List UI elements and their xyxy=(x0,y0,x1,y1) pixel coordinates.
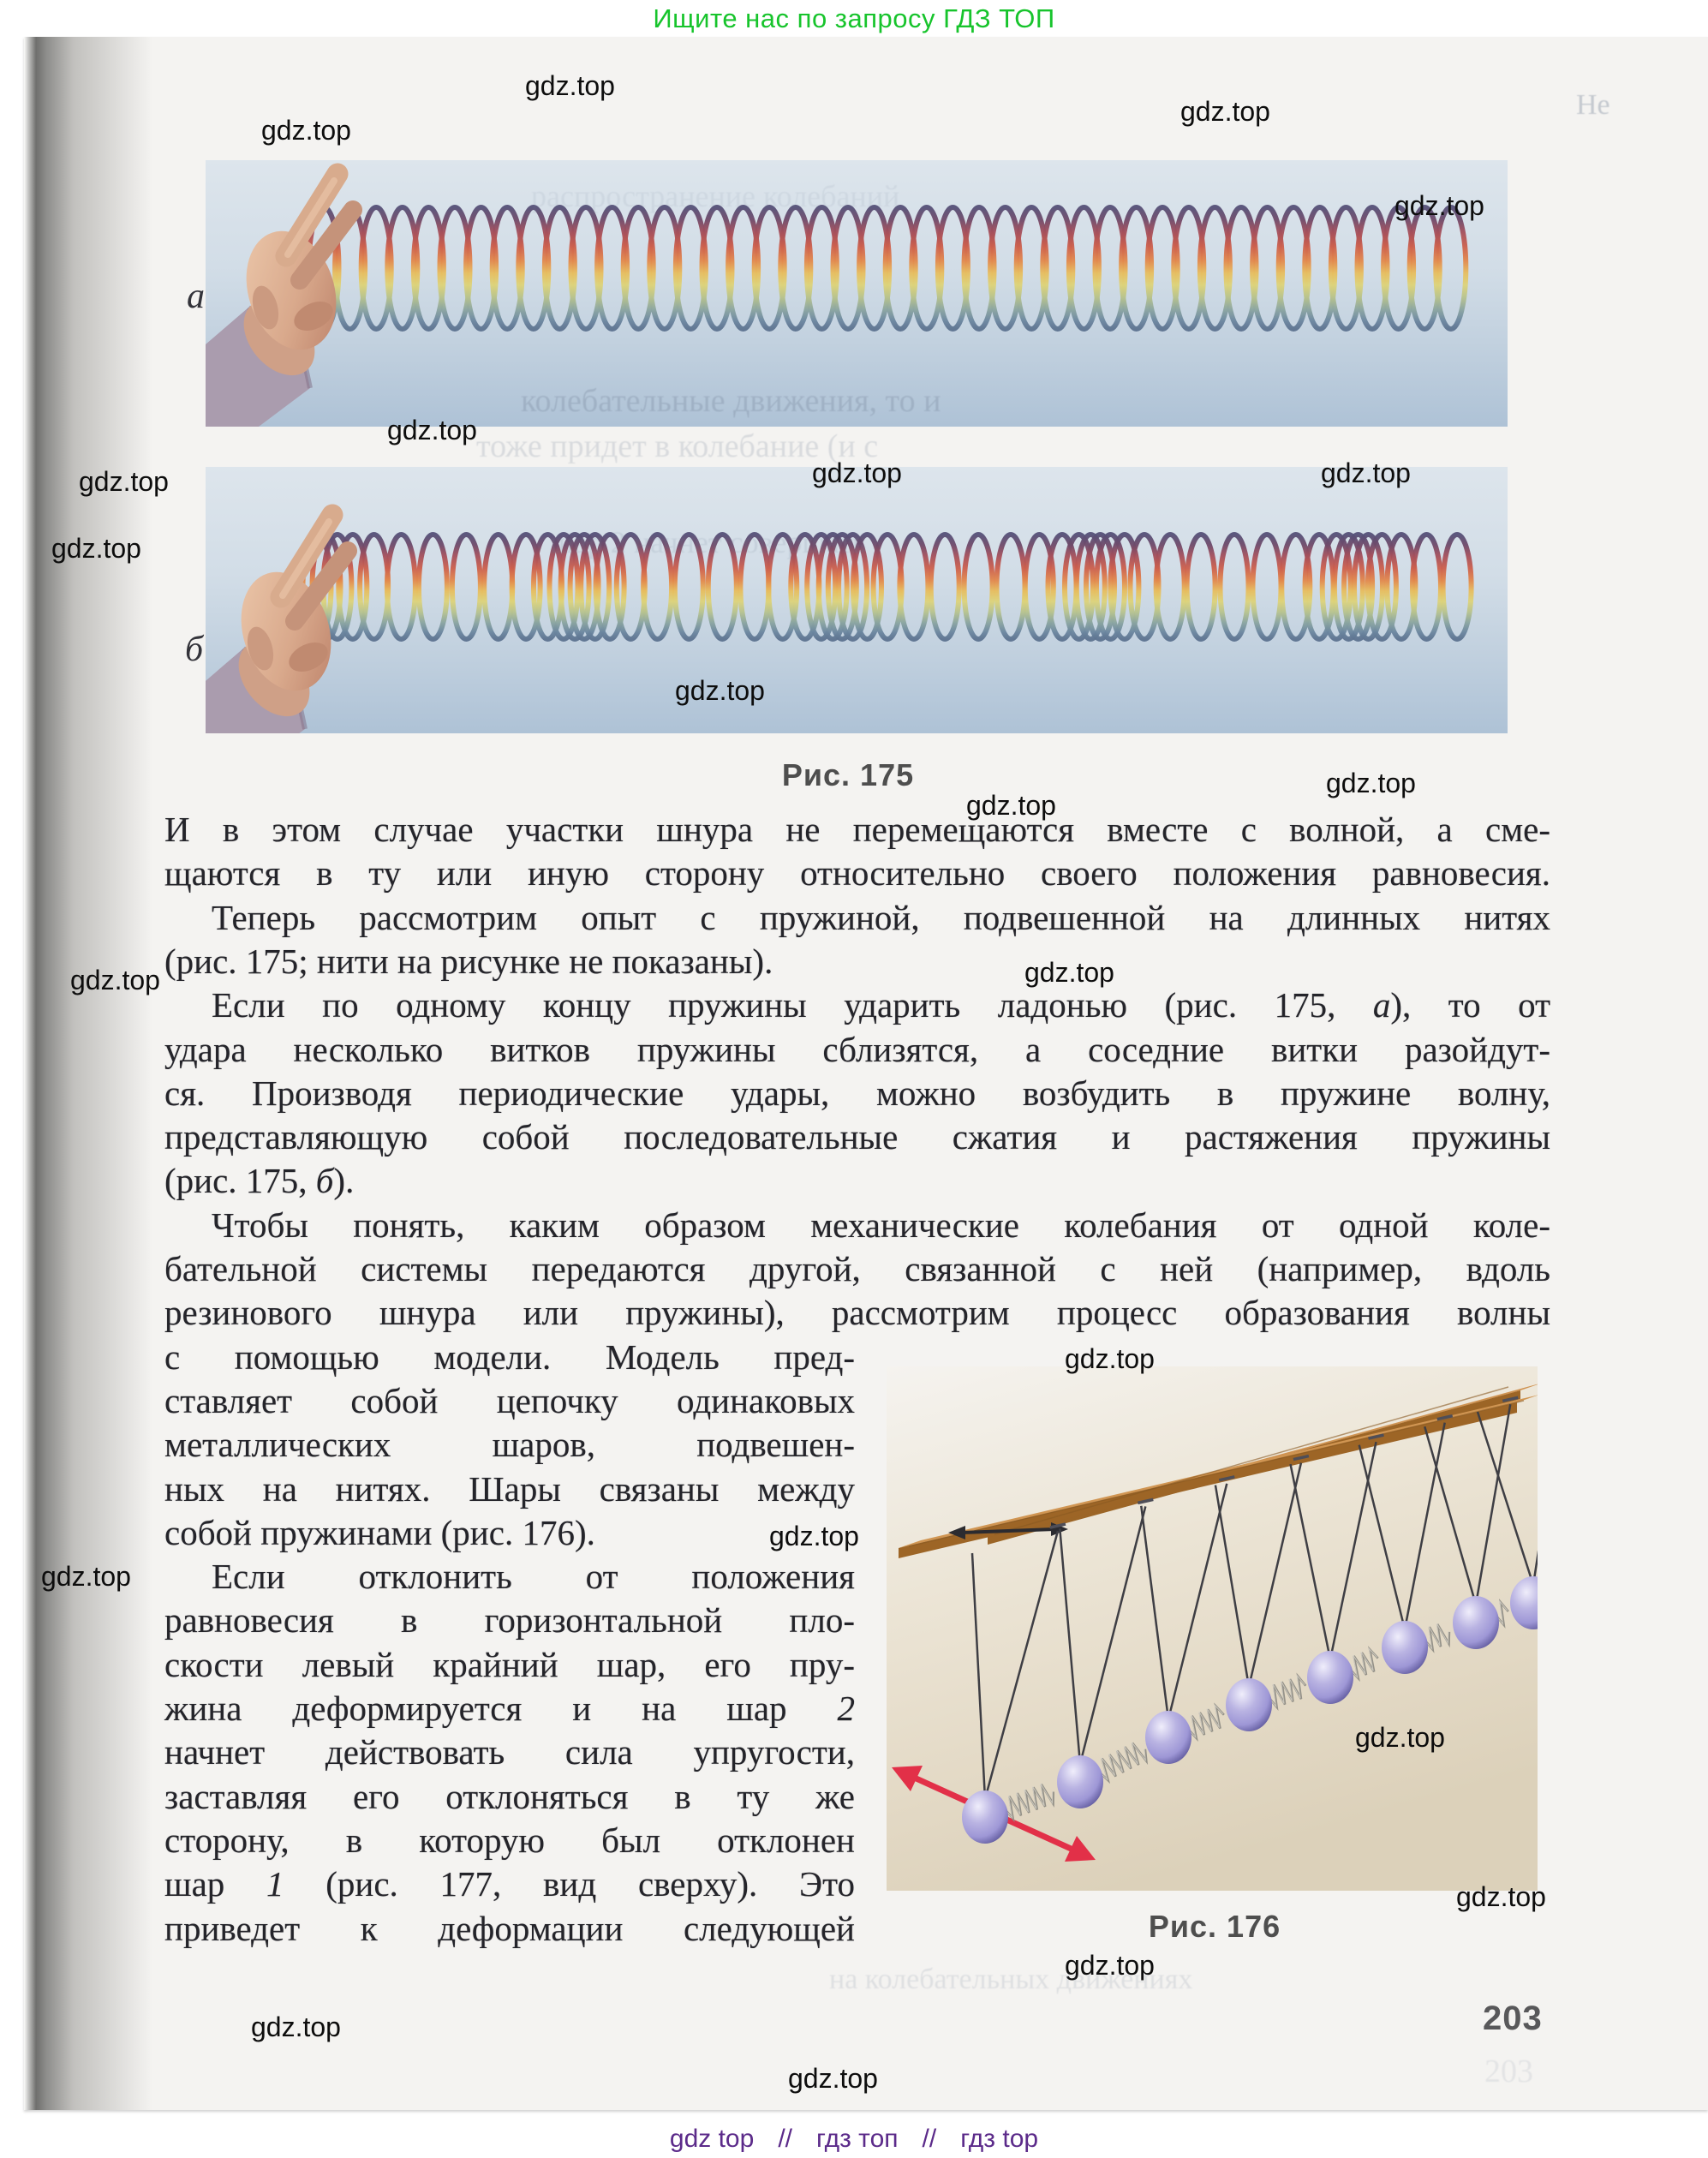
top-promo-banner: Ищите нас по запросу ГДЗ ТОП xyxy=(653,3,1055,33)
text-line: (рис. 175; нити на рисунке не показаны). xyxy=(164,941,773,981)
wooden-rail xyxy=(899,1384,1538,1558)
text-line: ся. Производя периодические удары, можно… xyxy=(164,1073,1550,1113)
gdz-watermark: gdz.top xyxy=(812,457,902,488)
text-line: удара несколько витков пружины сблизятся… xyxy=(164,1029,1550,1069)
gdz-watermark: gdz.top xyxy=(1024,957,1114,988)
gdz-watermark: gdz.top xyxy=(1065,1343,1155,1374)
gdz-watermark: gdz.top xyxy=(251,2012,341,2042)
text-line: Если отклонить от положения xyxy=(212,1557,855,1597)
text-line: металлических шаров, подвешен- xyxy=(164,1425,855,1465)
bleed-through-text: тоже придет в колебание (и с xyxy=(476,428,879,464)
text-line: ставляет собой цепочку одинаковых xyxy=(164,1380,855,1420)
spring-wave-illustration-a xyxy=(206,163,1469,427)
text-line: скости левый крайний шар, его пру- xyxy=(164,1644,855,1684)
bleed-through-text: Не xyxy=(1576,89,1610,121)
figure-175a-photo xyxy=(206,160,1508,427)
gdz-watermark: gdz.top xyxy=(1065,1950,1155,1981)
page-number: 203 xyxy=(1483,2000,1543,2037)
gdz-watermark: gdz.top xyxy=(769,1521,859,1551)
text-line: сторону, в которую был отклонен xyxy=(164,1820,855,1860)
text-line: резинового шнура или пружины), рассмотри… xyxy=(164,1293,1550,1333)
figure-label-b: б xyxy=(185,630,204,669)
gdz-watermark: gdz.top xyxy=(387,415,477,445)
figure-label-a: а xyxy=(187,277,205,316)
text-line: приведет к деформации следующей xyxy=(164,1908,855,1948)
slinky-spring-compressed xyxy=(300,532,1474,642)
gdz-watermark: gdz.top xyxy=(1355,1722,1445,1753)
bleed-through-text: шар 2 начнет совершать xyxy=(550,525,867,559)
connecting-springs xyxy=(1004,1598,1509,1823)
text-line: жина деформируется и на шар 2 xyxy=(164,1689,855,1728)
gdz-watermark: gdz.top xyxy=(261,115,351,146)
text-line: собой пружинами (рис. 176). xyxy=(164,1512,595,1552)
gdz-watermark: gdz.top xyxy=(788,2063,878,2094)
bleed-through-text: на колебательных движениях xyxy=(829,1964,1193,1995)
rail-nails xyxy=(1049,1396,1519,1529)
gdz-watermark: gdz.top xyxy=(1321,457,1411,488)
text-line: с помощью модели. Модель пред- xyxy=(164,1336,855,1377)
spring-wave-illustration-b xyxy=(206,504,1474,733)
text-line: Если по одному концу пружины ударить лад… xyxy=(212,985,1550,1025)
text-line: Чтобы понять, каким образом механические… xyxy=(212,1205,1550,1245)
promo-part: gdz top xyxy=(669,2125,755,2153)
gdz-watermark: gdz.top xyxy=(1180,96,1270,127)
figure-176-photo xyxy=(887,1366,1538,1891)
hand-illustration xyxy=(206,504,357,733)
text-line: ных на нитях. Шары связаны между xyxy=(164,1468,855,1509)
text-line: заставляя его отклоняться в ту же xyxy=(164,1776,855,1816)
ball-chain-model-illustration xyxy=(887,1366,1538,1891)
gdz-watermark: gdz.top xyxy=(1456,1881,1546,1912)
gdz-watermark: gdz.top xyxy=(966,790,1056,821)
slinky-spring-even xyxy=(306,205,1469,332)
text-line: равновесия в горизонтальной пло- xyxy=(164,1600,855,1641)
promo-part: гдз top xyxy=(960,2125,1039,2153)
gdz-watermark: gdz.top xyxy=(1394,190,1484,221)
gdz-watermark: gdz.top xyxy=(70,965,160,995)
text-line: Теперь рассмотрим опыт с пружиной, подве… xyxy=(212,897,1550,937)
text-line: И в этом случае участки шнура не перемещ… xyxy=(164,810,1550,849)
text-line: (рис. 175, б). xyxy=(164,1161,355,1201)
bleed-through-text: распространение колебаний xyxy=(531,179,900,213)
bleed-through-text: колебательные движения, то и xyxy=(521,383,941,419)
text-line: шар 1 (рис. 177, вид сверху). Это xyxy=(164,1864,855,1904)
text-line: щаются в ту или иную сторону относительн… xyxy=(164,853,1550,894)
text-line: бательной системы передаются другой, свя… xyxy=(164,1249,1550,1288)
suspension-threads xyxy=(970,1404,1538,1800)
metal-balls xyxy=(962,1576,1538,1844)
text-line: представляющую собой последовательные сж… xyxy=(164,1117,1550,1157)
text-line: начнет действовать сила упругости, xyxy=(164,1732,855,1772)
gdz-watermark: gdz.top xyxy=(41,1561,131,1592)
gdz-watermark: gdz.top xyxy=(675,675,765,706)
hand-illustration xyxy=(206,163,362,427)
book-gutter-shadow xyxy=(24,37,161,2110)
gdz-watermark: gdz.top xyxy=(79,466,169,497)
gdz-watermark: gdz.top xyxy=(51,533,141,564)
promo-separator: // xyxy=(778,2125,792,2153)
gdz-watermark: gdz.top xyxy=(525,70,615,101)
gdz-watermark: gdz.top xyxy=(1326,768,1416,798)
promo-separator: // xyxy=(922,2125,937,2153)
figure-176-caption: Рис. 176 xyxy=(1148,1909,1281,1944)
bottom-promo-banner: gdz top // гдз топ // гдз top xyxy=(0,2125,1708,2154)
figure-175b-photo xyxy=(206,467,1508,733)
promo-part: гдз топ xyxy=(815,2125,899,2153)
bleed-through-text: 203 xyxy=(1484,2053,1533,2089)
figure-175-caption: Рис. 175 xyxy=(781,757,915,792)
